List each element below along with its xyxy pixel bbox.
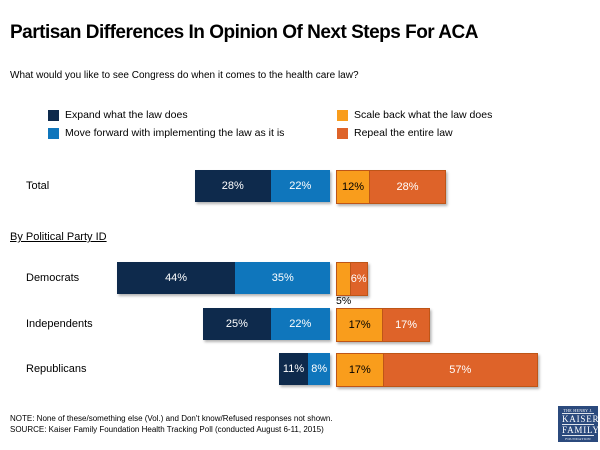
bar-segment: 35% bbox=[235, 262, 330, 294]
value-label: 25% bbox=[225, 318, 248, 330]
bar-segment: 28% bbox=[369, 171, 445, 203]
legend-label-repeal: Repeal the entire law bbox=[354, 127, 453, 139]
logo-line-foundation: FOUNDATION bbox=[565, 437, 591, 441]
value-label: 12% bbox=[342, 181, 365, 193]
bar-segment bbox=[337, 263, 350, 295]
bar-segment: 12% bbox=[337, 171, 370, 203]
bar-stack-right: 17% 17% bbox=[336, 308, 430, 342]
bar-stack-left: 25% 22% bbox=[203, 308, 330, 340]
legend-swatch-expand bbox=[48, 109, 59, 121]
value-label-outside: 5% bbox=[336, 295, 352, 307]
value-label: 17% bbox=[348, 364, 371, 376]
bar-stack-left: 28% 22% bbox=[195, 170, 330, 202]
bar-segment: 22% bbox=[270, 308, 330, 340]
bar-segment: 6% bbox=[349, 263, 367, 295]
legend-label-expand: Expand what the law does bbox=[65, 109, 188, 121]
bar-segment: 25% bbox=[203, 308, 271, 340]
bar-stack-left: 44% 35% bbox=[116, 262, 330, 294]
legend-swatch-repeal bbox=[337, 127, 348, 139]
logo-line-kaiser: KAISER bbox=[562, 414, 600, 425]
legend-item-repeal: Repeal the entire law bbox=[337, 127, 453, 139]
value-label: 8% bbox=[311, 363, 328, 375]
legend-item-expand: Expand what the law does bbox=[48, 109, 188, 121]
bar-segment: 17% bbox=[337, 354, 383, 386]
value-label: 57% bbox=[449, 364, 472, 376]
bar-segment: 17% bbox=[382, 309, 429, 341]
kff-logo: THE HENRY J. KAISER FAMILY FOUNDATION bbox=[558, 406, 600, 442]
value-label: 44% bbox=[165, 272, 188, 284]
bar-segment: 22% bbox=[270, 170, 330, 202]
bar-stack-right: 6% bbox=[336, 262, 368, 296]
legend-swatch-move-forward bbox=[48, 127, 59, 139]
value-label: 17% bbox=[395, 319, 418, 331]
logo-line-henry: THE HENRY J. bbox=[562, 408, 594, 414]
value-label: 17% bbox=[348, 319, 371, 331]
bar-segment: 57% bbox=[382, 354, 537, 386]
value-label: 6% bbox=[350, 273, 367, 285]
bar-segment: 8% bbox=[308, 353, 330, 385]
legend-label-scale-back: Scale back what the law does bbox=[354, 109, 493, 121]
logo-line-family: FAMILY bbox=[562, 425, 600, 436]
bar-stack-right: 17% 57% bbox=[336, 353, 538, 387]
chart-subtitle: What would you like to see Congress do w… bbox=[10, 70, 359, 81]
chart-title: Partisan Differences In Opinion Of Next … bbox=[10, 22, 478, 43]
value-label: 22% bbox=[289, 180, 312, 192]
group-label: By Political Party ID bbox=[10, 231, 107, 243]
legend-item-scale-back: Scale back what the law does bbox=[337, 109, 492, 121]
note-text: NOTE: None of these/something else (Vol.… bbox=[10, 414, 333, 423]
bar-stack-left: 11% 8% bbox=[278, 353, 330, 385]
legend-label-move-forward: Move forward with implementing the law a… bbox=[65, 127, 285, 139]
category-label: Democrats bbox=[26, 272, 80, 284]
legend-swatch-scale-back bbox=[337, 109, 348, 121]
value-label: 22% bbox=[289, 318, 312, 330]
legend-item-move-forward: Move forward with implementing the law a… bbox=[48, 127, 284, 139]
category-label: Republicans bbox=[26, 363, 87, 375]
bar-segment: 28% bbox=[195, 170, 271, 202]
value-label: 35% bbox=[271, 272, 294, 284]
value-label: 28% bbox=[396, 181, 419, 193]
bar-segment: 11% bbox=[278, 353, 309, 385]
bar-stack-right: 12% 28% bbox=[336, 170, 446, 204]
bar-segment: 44% bbox=[116, 262, 236, 294]
value-label: 28% bbox=[221, 180, 244, 192]
source-text: SOURCE: Kaiser Family Foundation Health … bbox=[10, 425, 324, 434]
category-label: Independents bbox=[26, 318, 93, 330]
value-label: 11% bbox=[282, 363, 305, 375]
bar-segment: 17% bbox=[337, 309, 383, 341]
category-label: Total bbox=[26, 180, 50, 192]
footnotes: NOTE: None of these/something else (Vol.… bbox=[10, 413, 333, 435]
